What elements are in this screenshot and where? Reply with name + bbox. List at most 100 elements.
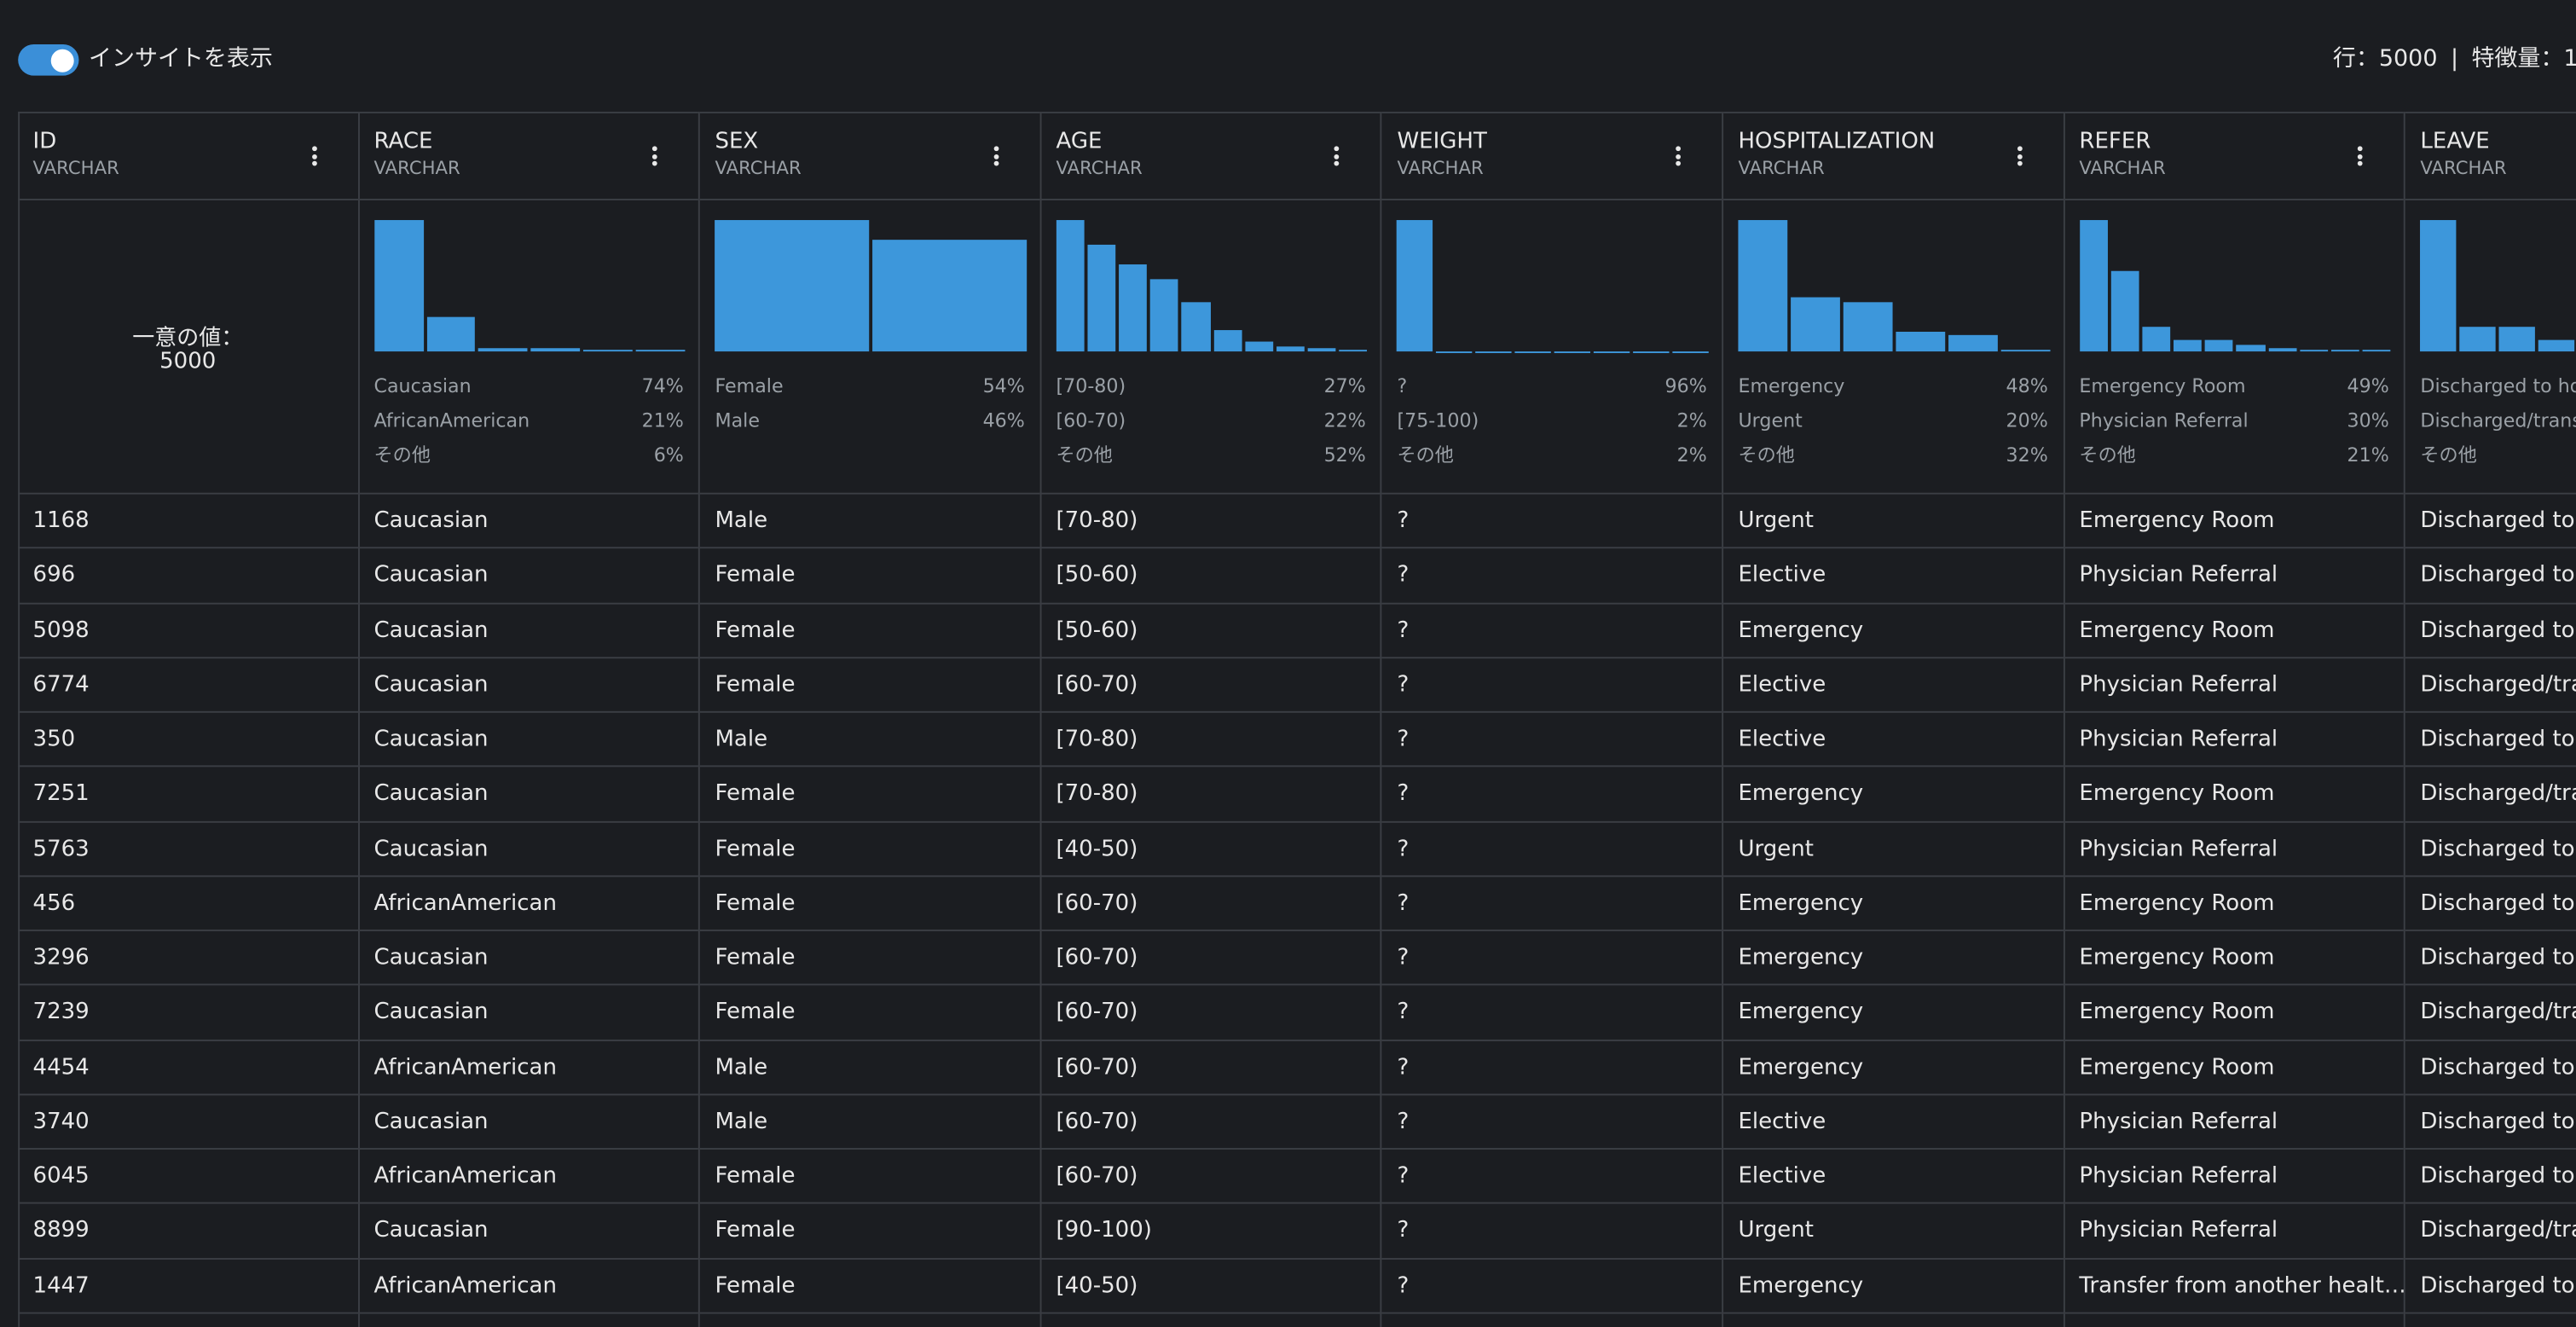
stat-label: その他 [2079,443,2136,466]
column-menu[interactable] [1334,146,1340,168]
insight-toggle[interactable] [18,43,79,76]
table-cell: Discharged/tra [2405,658,2576,713]
table-cell: Physician Referral [2064,1150,2405,1205]
column-header[interactable]: AGE VARCHAR [1041,111,1381,200]
stat-percent: 96% [1664,374,1707,398]
column-type: VARCHAR [2420,157,2507,179]
stat-label: Caucasian [373,374,472,398]
table-cell: Discharged to h [2405,495,2576,549]
histogram-bar [2420,220,2457,352]
stat-label: Urgent [1738,409,1803,432]
column-name: LEAVE [2420,128,2490,155]
table-cell: Physician Referral [2064,713,2405,768]
table-cell: Caucasian [359,549,699,604]
stat-row: Female 54% [715,373,1024,399]
table-cell: Discharged/tra [2405,1204,2576,1260]
table-cell: 7239 [18,986,358,1040]
stat-label: Emergency Room [2079,374,2246,398]
column-menu[interactable] [2017,146,2022,168]
stat-percent: 52% [1323,443,1366,466]
table-cell: 6774 [18,658,358,713]
stat-percent: 6% [653,443,684,466]
table-cell-partial [2064,1313,2404,1327]
column-menu[interactable] [2358,146,2363,168]
histogram-bar [1150,278,1179,352]
stat-percent: 21% [2347,443,2389,466]
stat-row: Discharged/trans [2420,408,2576,434]
table-cell: Female [700,986,1040,1040]
table-cell: [60-70) [1041,1150,1381,1205]
table-cell: Male [700,495,1040,549]
table-cell: Discharged to h [2405,1095,2576,1150]
histogram-bar [1213,329,1242,352]
table-cell: Caucasian [359,495,699,549]
feature-count: 特徴量：1 [2471,45,2576,72]
column-type: VARCHAR [1738,157,1825,179]
column-insight: [70-80) 27% [60-70) 22% その他 52% [1041,200,1381,495]
column: RACE VARCHAR Caucasian 74% AfricanAmerican 21… [359,111,701,1327]
stat-row: AfricanAmerican 21% [374,408,684,434]
column-name: AGE [1056,128,1103,155]
table-cell: Emergency [1723,604,2064,658]
table-cell: Discharged to h [2405,1259,2576,1314]
column-type: VARCHAR [32,157,119,179]
histogram-bar [2362,350,2391,352]
table-cell-partial [1041,1313,1381,1327]
table-cell: Elective [1723,713,2064,768]
table-cell: Female [700,1204,1040,1260]
stat-percent: 30% [2347,409,2389,432]
table-cell: Emergency [1723,768,2064,822]
column-header[interactable]: ID VARCHAR [18,111,358,200]
table-cell: [60-70) [1041,1095,1381,1150]
table-cell: ? [1382,1204,1722,1260]
table-cell: Caucasian [359,1095,699,1150]
column-menu[interactable] [1676,146,1681,168]
table-cell-partial [1723,1313,2063,1327]
table-cell: Emergency Room [2064,931,2405,986]
table-cell: Emergency Room [2064,1040,2405,1095]
table-cell: 1447 [18,1259,358,1314]
table-cell: [40-50) [1041,822,1381,877]
stat-percent: 2% [1676,409,1707,432]
stat-row: [75-100) 2% [1397,408,1706,434]
table-cell: Discharged to h [2405,1040,2576,1095]
table-cell: Elective [1723,549,2064,604]
table-cell: 696 [18,549,358,604]
histogram-bar [373,220,424,352]
histogram-bar [1790,296,1840,352]
column-header[interactable]: REFER VARCHAR [2064,111,2405,200]
histogram-bar [2299,350,2328,352]
histogram-bar [1948,334,1998,352]
table-cell: Female [700,822,1040,877]
table-cell: Emergency [1723,1040,2064,1095]
table-cell: Discharged/tra [2405,768,2576,822]
histogram-bar [715,220,870,352]
column-menu[interactable] [311,146,317,168]
unique-label: 一意の値： [132,325,244,352]
column-menu[interactable] [993,146,999,168]
histogram-bar [636,349,686,352]
table-cell: Caucasian [359,604,699,658]
column: REFER VARCHAR Emergency Room 49% Physician R… [2064,111,2406,1327]
histogram-bar [2142,327,2171,352]
table-cell: Discharged to h [2405,822,2576,877]
table-cell: Elective [1723,658,2064,713]
table-cell: Female [700,877,1040,931]
column-header[interactable]: HOSPITALIZATION VARCHAR [1723,111,2064,200]
column-header[interactable]: RACE VARCHAR [359,111,699,200]
stat-row: その他 6% [374,442,684,468]
table-cell: ? [1382,822,1722,877]
table-cell: AfricanAmerican [359,877,699,931]
unique-value: 5000 [159,348,217,375]
column-header[interactable]: SEX VARCHAR [700,111,1040,200]
column-header[interactable]: WEIGHT VARCHAR [1382,111,1722,200]
stat-row: その他 2% [1397,442,1706,468]
stat-percent: 20% [2006,409,2048,432]
histogram-bar [1087,244,1116,352]
stat-row: Emergency Room 49% [2079,373,2388,399]
column-header[interactable]: LEAVE VARCHAR [2405,111,2576,200]
histogram-bar [1182,303,1211,352]
column-menu[interactable] [652,146,658,168]
table-cell-partial [2405,1313,2576,1327]
column-name: RACE [373,128,433,155]
